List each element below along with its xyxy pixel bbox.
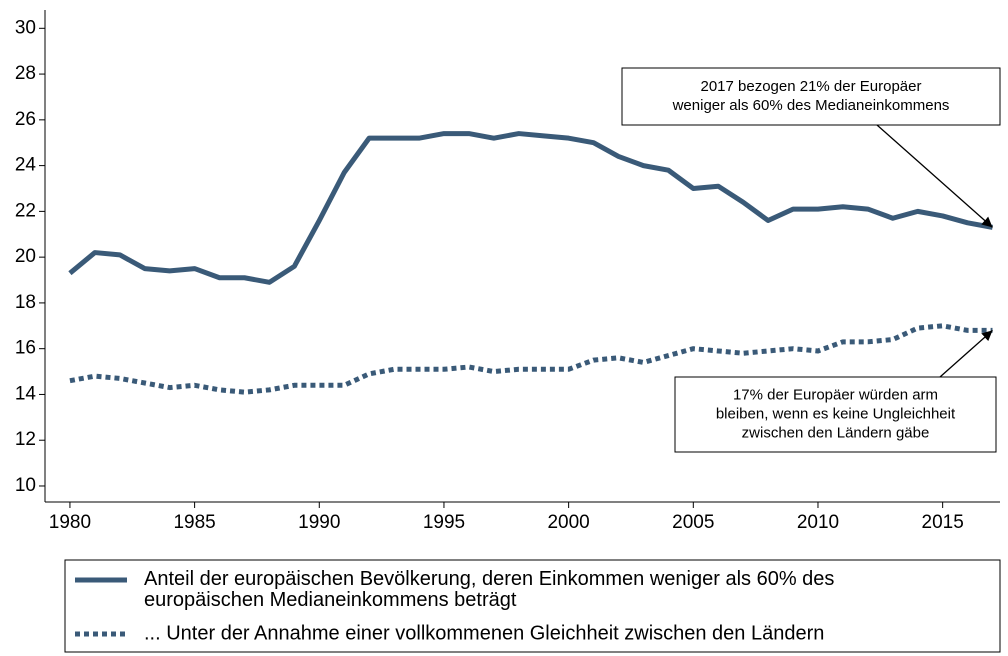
x-tick-label: 1990 <box>298 512 340 533</box>
x-tick-label: 1995 <box>423 512 465 533</box>
y-tick-label: 28 <box>15 63 36 84</box>
y-tick-label: 24 <box>15 155 37 176</box>
annotation-box <box>621 67 1001 126</box>
y-tick-label: 20 <box>15 246 36 267</box>
annotation-text: 2017 bezogen 21% der Europäer <box>700 78 921 95</box>
legend-label: Anteil der europäischen Bevölkerung, der… <box>144 568 834 611</box>
y-tick-label: 22 <box>15 200 36 221</box>
annotation-text: 17% der Europäer würden arm <box>733 386 938 403</box>
annotation-box <box>674 376 997 453</box>
annotation-text: weniger als 60% des Medianeinkommens <box>672 97 950 114</box>
legend-label: ... Unter der Annahme einer vollkommenen… <box>144 622 824 644</box>
annotation-text: zwischen den Ländern gäbe <box>742 424 930 441</box>
y-tick-label: 10 <box>15 475 36 496</box>
annotation-arrow <box>939 329 993 378</box>
series-line <box>69 323 993 395</box>
legend-box <box>64 559 1001 653</box>
y-tick-label: 30 <box>15 17 36 38</box>
annotation-arrow <box>876 124 993 228</box>
x-tick-label: 1980 <box>49 512 91 533</box>
y-tick-label: 18 <box>15 292 36 313</box>
x-tick-label: 1985 <box>173 512 215 533</box>
y-tick-label: 26 <box>15 109 36 130</box>
annotation-text: bleiben, wenn es keine Ungleichheit <box>716 405 956 422</box>
y-tick-label: 14 <box>15 383 37 404</box>
legend-label-line: Anteil der europäischen Bevölkerung, der… <box>144 568 834 590</box>
y-tick-label: 12 <box>15 429 36 450</box>
x-tick-label: 2015 <box>922 512 964 533</box>
x-tick-label: 2000 <box>547 512 589 533</box>
series-line <box>68 131 993 285</box>
x-tick-label: 2005 <box>672 512 714 533</box>
x-tick-label: 2010 <box>797 512 839 533</box>
y-tick-label: 16 <box>15 338 36 359</box>
legend-label-line: europäischen Medianeinkommens beträgt <box>144 589 517 611</box>
